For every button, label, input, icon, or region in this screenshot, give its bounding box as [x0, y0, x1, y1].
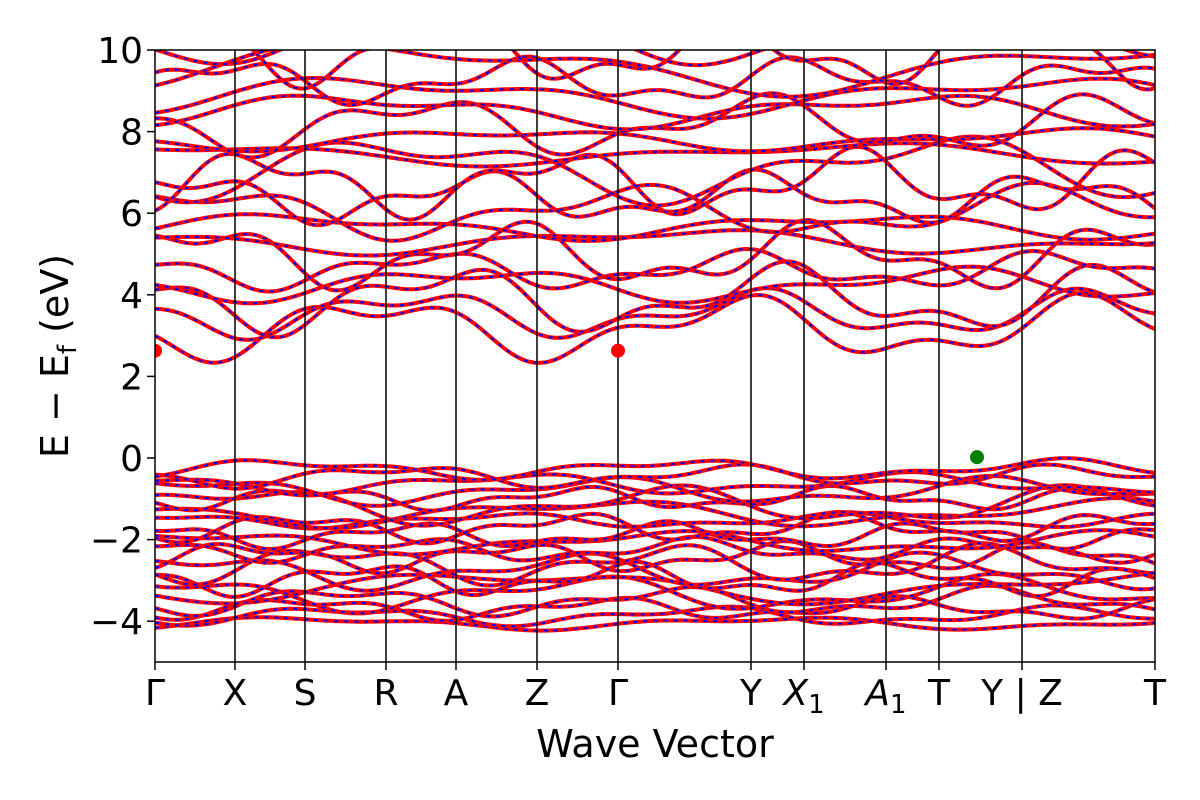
y-tick-label: 8 — [120, 113, 143, 154]
y-tick-label: 6 — [120, 194, 143, 235]
x-tick-label: X — [223, 673, 248, 714]
band-line-dashed — [251, 50, 1155, 91]
x-tick-label: A1 — [863, 673, 906, 720]
band-line — [155, 594, 1155, 623]
band-line — [155, 50, 1155, 68]
band-line-dashed — [155, 127, 1155, 153]
y-tick-label: −4 — [90, 602, 143, 643]
band-line-dashed — [155, 571, 1155, 606]
x-tick-label: S — [294, 673, 317, 714]
band-line-dashed — [155, 529, 1155, 556]
y-axis: −4 −2 0 2 4 6 8 10 — [90, 31, 155, 643]
y-tick-label: 2 — [120, 357, 143, 398]
band-line-dashed — [155, 247, 1155, 293]
band-line-dashed — [155, 471, 1155, 497]
y-tick-label: 10 — [97, 31, 143, 72]
band-line-dashed — [155, 542, 1155, 587]
x-tick-label: Z — [525, 673, 550, 714]
band-line-dashed — [155, 510, 1155, 545]
plot-frame — [154, 49, 1156, 663]
band-line-dashed — [155, 540, 1155, 575]
band-line-dashed — [155, 76, 1155, 120]
extremum-marker — [155, 343, 162, 358]
y-tick-label: 0 — [120, 439, 143, 480]
band-line-dashed — [155, 573, 1155, 615]
band-line-dashed — [155, 5, 1155, 41]
band-line-dashed — [155, 142, 1155, 168]
extremum-markers — [155, 343, 984, 465]
x-tick-label: T — [927, 673, 951, 714]
band-line-dashed — [155, 145, 1155, 221]
band-line-dashed — [155, 213, 1155, 242]
x-tick-label: R — [373, 673, 398, 714]
band-line-dashed — [155, 92, 1155, 159]
x-tick-label: Γ — [608, 673, 628, 714]
band-line-dashed — [155, 511, 1155, 530]
band-line-dashed — [155, 497, 1155, 530]
x-axis: Γ X S R A Z Γ Y X1 A1 T Y | Z T — [145, 662, 1167, 720]
band-line-dashed — [155, 535, 1155, 564]
extremum-marker — [611, 343, 625, 358]
band-lines — [155, 5, 1155, 633]
x-tick-label: X1 — [781, 673, 824, 720]
band-line-dashed — [155, 287, 1155, 341]
extremum-marker — [970, 450, 984, 465]
x-tick-label: T — [1143, 673, 1167, 714]
band-line-dashed — [155, 520, 1155, 551]
x-tick-label: Γ — [145, 673, 165, 714]
band-line-dashed — [155, 463, 1155, 490]
band-line-dashed — [155, 604, 1155, 628]
y-axis-title: E − Ef (eV) — [33, 254, 83, 458]
band-line-dashed — [155, 616, 1155, 632]
band-line — [155, 5, 1155, 41]
band-line-dashed — [155, 181, 1155, 242]
x-tick-label: Y — [739, 673, 763, 714]
x-axis-title: Wave Vector — [536, 722, 774, 766]
high-symmetry-lines — [234, 50, 1023, 662]
band-line — [155, 259, 1155, 340]
band-line-dashed — [155, 229, 1155, 257]
band-line — [155, 218, 1155, 293]
band-line-dashed — [155, 55, 1155, 107]
band-line-dashed — [155, 168, 1155, 227]
y-tick-label: 4 — [120, 276, 143, 317]
x-tick-label: Y | Z — [980, 673, 1063, 714]
band-line-dashed — [155, 457, 1155, 481]
band-line-dashed — [155, 551, 1155, 592]
y-tick-label: −2 — [90, 521, 143, 562]
x-tick-label: A — [444, 673, 469, 714]
